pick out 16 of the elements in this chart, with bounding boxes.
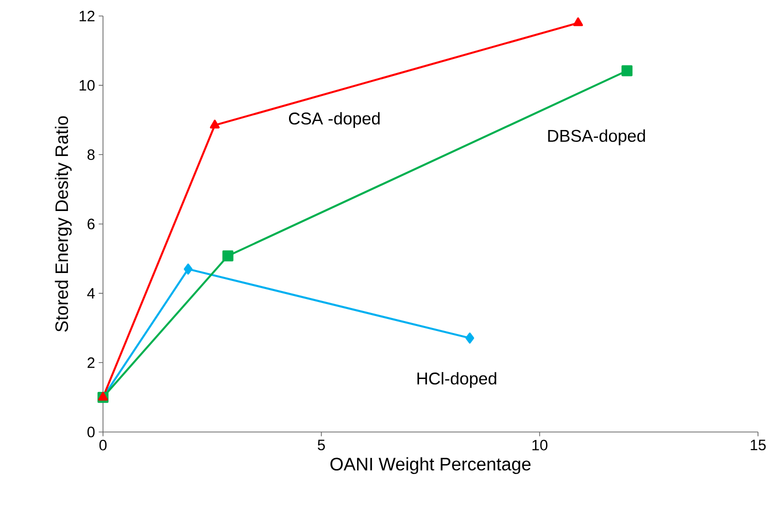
series-label: CSA -doped <box>288 112 380 128</box>
y-axis-title: Stored Energy Desity Ratio <box>54 116 72 332</box>
text: HCl-doped <box>417 372 496 388</box>
y-tick-label: 12 <box>80 10 94 22</box>
x-tick-label: 10 <box>532 440 548 450</box>
y-tick-label: 8 <box>88 149 95 160</box>
x-tick-label: 15 <box>750 440 766 450</box>
x-tick-label: 0 <box>99 440 107 450</box>
y-tick-label: 10 <box>80 80 95 91</box>
series-label: DBSA-doped <box>548 129 645 146</box>
y-tick-label: 6 <box>88 218 95 230</box>
y-tick-label: 4 <box>87 288 95 298</box>
x-axis-title: OANI Weight Percentage <box>330 457 531 474</box>
y-tick-label: 2 <box>88 357 94 368</box>
y-tick-label: 0 <box>87 426 95 438</box>
x-tick-label: 5 <box>318 440 325 450</box>
